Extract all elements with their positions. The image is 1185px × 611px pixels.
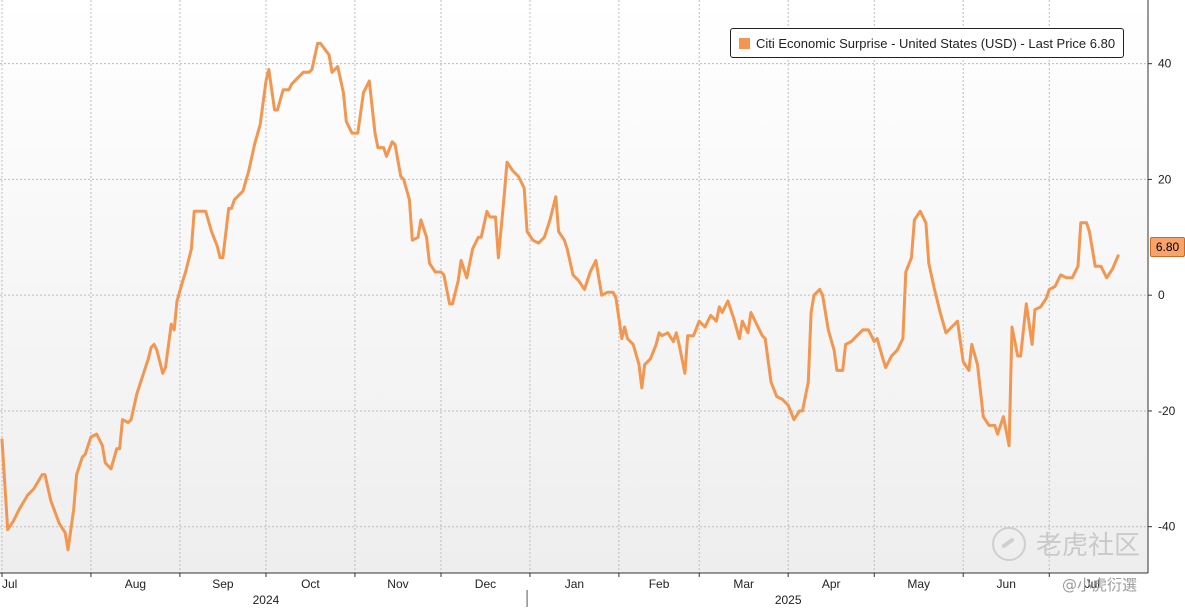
watermark-text: 老虎社区 [1036, 531, 1141, 561]
x-tick-label: Dec [475, 577, 496, 591]
y-tick-label: -40 [1158, 520, 1176, 534]
x-tick-label: May [907, 577, 930, 591]
watermark: 老虎社区 [992, 525, 1140, 562]
x-axis-ticks: Jul Aug Sep Oct Nov Dec Jan Feb Mar Apr May Jun Jul 2… [1, 573, 1100, 607]
x-tick-label: Jul [2, 577, 17, 591]
series-layer [0, 41, 1120, 552]
y-tick-label: 0 [1158, 288, 1165, 302]
y-tick-label: 40 [1158, 57, 1172, 71]
legend: Citi Economic Surprise - United States (… [730, 28, 1125, 58]
x-tick-label: Jan [565, 577, 584, 591]
x-year-label: 2025 [775, 593, 802, 607]
last-price-tag: 6.80 [1150, 237, 1185, 257]
x-tick-label: Nov [387, 577, 408, 591]
legend-swatch [739, 37, 750, 49]
x-tick-label: Feb [649, 577, 670, 591]
watermark-handle: @小虎衍選 [1062, 576, 1138, 594]
x-tick-label: Apr [822, 577, 841, 591]
y-tick-label: 20 [1158, 172, 1172, 186]
grid-lines [0, 0, 1148, 573]
x-tick-label: Aug [125, 577, 146, 591]
tiger-logo-icon [992, 526, 1026, 561]
x-year-label: 2024 [253, 593, 280, 607]
x-tick-label: Sep [212, 577, 234, 591]
series-line [0, 41, 1120, 552]
x-tick-label: Jun [997, 577, 1016, 591]
x-tick-label: Jul [1085, 577, 1100, 591]
y-tick-label: -20 [1158, 404, 1176, 418]
y-axis-ticks: 40 20 0 -20 -40 [1148, 57, 1176, 534]
x-tick-label: Mar [733, 577, 754, 591]
legend-label: Citi Economic Surprise - United States (… [756, 35, 1116, 51]
plot-background [0, 0, 1148, 573]
x-tick-label: Oct [301, 577, 320, 591]
